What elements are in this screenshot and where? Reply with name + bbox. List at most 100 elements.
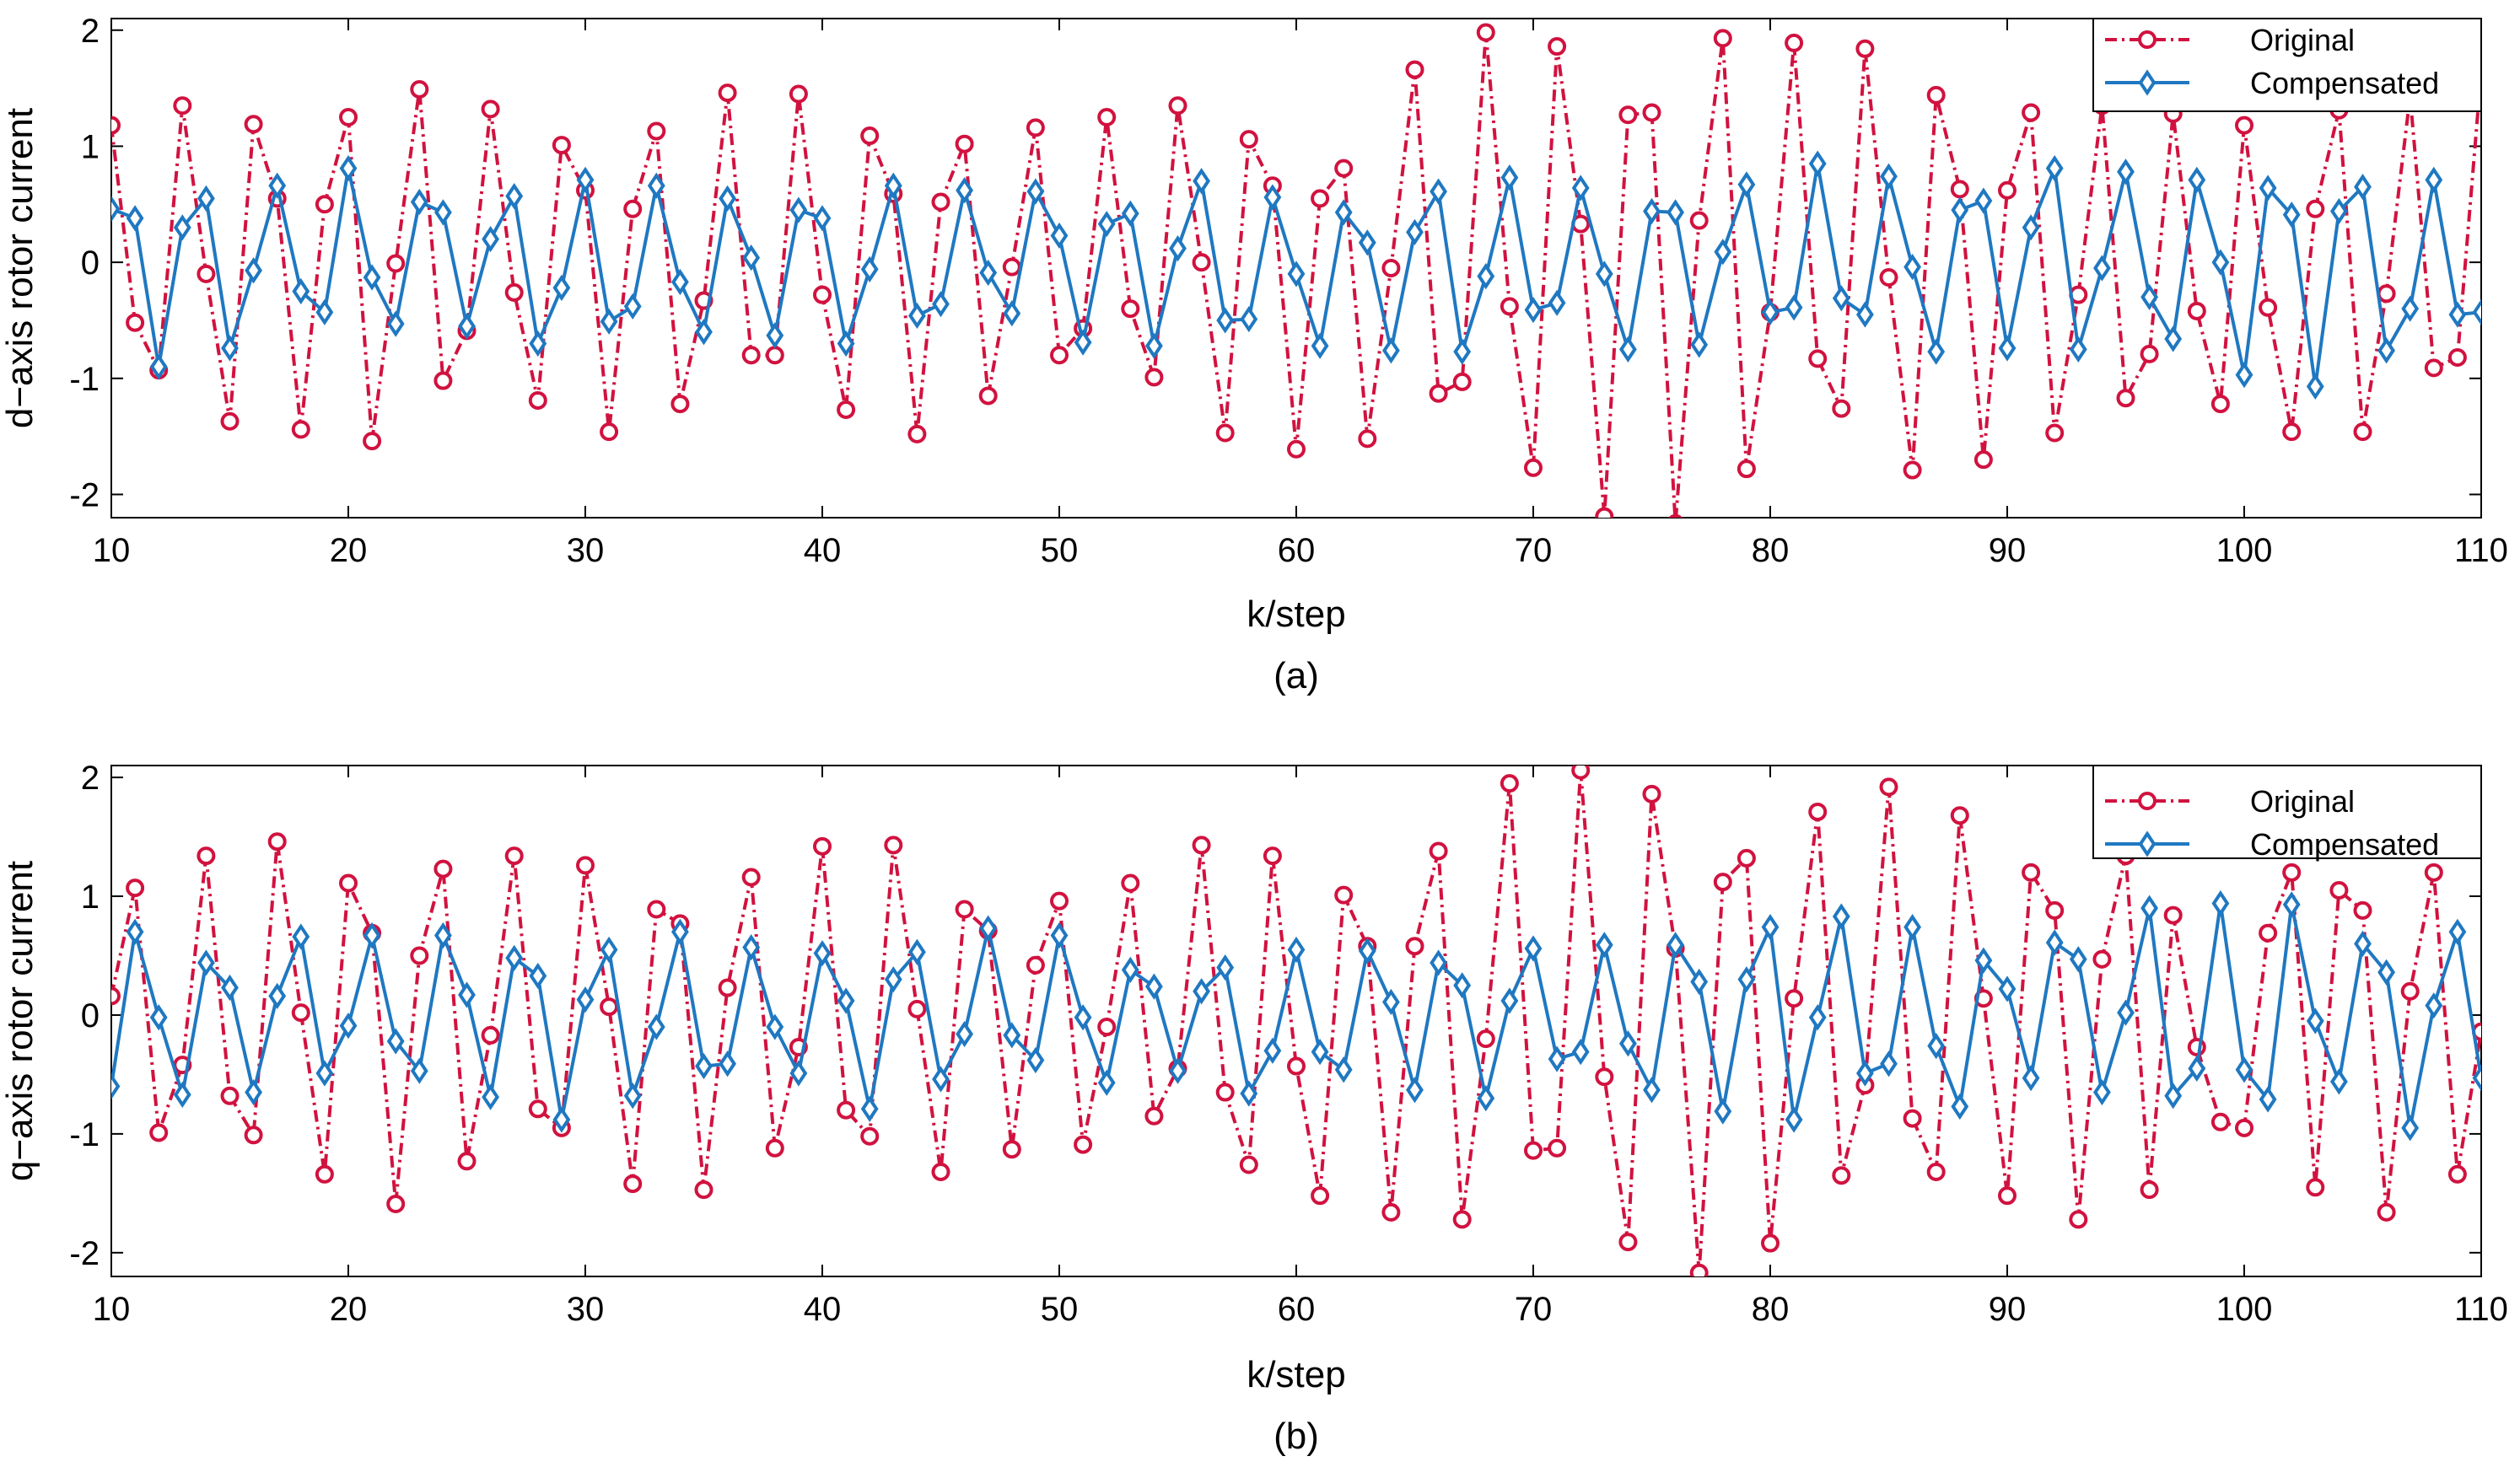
x-tick-label-a: 110 — [2454, 532, 2508, 569]
legend-box-a — [2092, 18, 2482, 112]
original-point — [1903, 1109, 1922, 1128]
compensated-point — [221, 974, 239, 1002]
x-tick-label-b: 100 — [2216, 1291, 2273, 1328]
original-point — [1097, 108, 1117, 127]
compensated-point — [433, 199, 452, 226]
compensated-point — [1453, 972, 1472, 999]
compensated-point — [2282, 202, 2301, 228]
original-point — [907, 424, 927, 443]
x-tick-label-a: 100 — [2216, 532, 2273, 569]
compensated-point — [1003, 300, 1021, 327]
original-point — [1192, 836, 1211, 855]
y-tick-label-b: -2 — [69, 1235, 100, 1272]
original-point — [1855, 39, 1875, 58]
compensated-point — [339, 1013, 358, 1040]
compensated-point — [1216, 954, 1235, 981]
original-point — [2187, 301, 2206, 320]
compensated-point — [1524, 935, 1543, 962]
original-point — [481, 99, 500, 119]
original-point — [765, 1138, 784, 1158]
compensated-point — [111, 1072, 121, 1100]
original-point — [1926, 85, 1946, 105]
compensated-point — [2045, 929, 2064, 956]
compensated-point — [647, 1013, 665, 1040]
original-point — [2210, 395, 2230, 414]
original-point — [457, 1152, 477, 1171]
compensated-point — [1406, 1077, 1424, 1104]
compensated-point — [1477, 263, 1495, 290]
original-point — [220, 411, 240, 431]
compensated-point — [2045, 154, 2064, 182]
legend-original-label-b: Original — [2250, 784, 2355, 819]
series-layer-a — [111, 23, 2481, 518]
compensated-point — [1855, 301, 1874, 328]
original-point — [955, 134, 974, 153]
original-point — [1642, 784, 1661, 803]
compensated-point — [956, 1020, 974, 1048]
original-point — [173, 96, 192, 116]
compensated-point — [860, 1095, 879, 1122]
compensated-point — [884, 172, 902, 199]
compensated-point — [1524, 296, 1543, 324]
original-point — [504, 846, 524, 866]
compensated-point — [2377, 959, 2396, 986]
original-point — [907, 999, 927, 1018]
x-axis-a: 10 20 30 40 50 60 70 80 90 100 110 — [93, 19, 2508, 569]
y-tick-label-b: 2 — [81, 760, 100, 797]
original-point — [884, 836, 903, 855]
original-point — [244, 1126, 263, 1145]
original-point — [2259, 298, 2278, 317]
original-point — [955, 900, 974, 919]
original-point — [1950, 806, 1969, 825]
compensated-point — [576, 986, 595, 1013]
compensated-point — [979, 915, 998, 942]
original-point — [363, 432, 382, 451]
compensated-point — [2092, 255, 2111, 282]
original-point — [647, 900, 666, 919]
original-point — [197, 264, 216, 283]
compensated-point — [1832, 903, 1850, 930]
x-tick-label-b: 10 — [93, 1291, 131, 1328]
original-point — [1548, 1138, 1567, 1158]
y-tick-label-a: 2 — [81, 13, 100, 50]
original-point — [765, 346, 784, 365]
original-point — [1761, 1233, 1780, 1253]
original-point — [339, 873, 358, 893]
x-tick-label-a: 10 — [93, 532, 131, 569]
compensated-point — [505, 944, 524, 971]
compensated-point — [1998, 975, 2017, 1002]
original-point — [2400, 981, 2420, 1001]
original-point — [2092, 949, 2112, 969]
original-point — [1215, 423, 1235, 443]
original-point — [149, 1123, 169, 1142]
original-point — [1144, 368, 1164, 387]
compensated-point — [2306, 1008, 2324, 1034]
original-point — [1050, 891, 1069, 911]
y-tick-label-a: 1 — [81, 128, 100, 165]
compensated-point — [2472, 1065, 2481, 1092]
compensated-point — [1785, 294, 1803, 321]
original-point — [1263, 846, 1282, 866]
x-axis-label-b: k/step — [1247, 1354, 1345, 1395]
original-point — [1026, 955, 1045, 975]
compensated-point — [1430, 949, 1448, 976]
compensated-point — [2188, 166, 2206, 193]
compensated-point — [1618, 336, 1637, 363]
compensated-point — [1193, 978, 1211, 1005]
compensated-point — [552, 1106, 571, 1133]
original-point — [931, 1162, 950, 1181]
original-point — [197, 846, 216, 866]
original-point — [1215, 1083, 1235, 1102]
original-point — [1832, 1166, 1851, 1185]
original-point — [2045, 900, 2065, 920]
compensated-point — [2117, 999, 2135, 1026]
original-point — [126, 313, 145, 332]
compensated-point — [1500, 987, 1519, 1014]
compensated-point — [1951, 196, 1969, 223]
compensated-point — [245, 1078, 263, 1106]
compensated-point — [268, 982, 287, 1010]
compensated-point — [1571, 175, 1590, 202]
compensated-point — [111, 196, 121, 223]
original-point — [1926, 1162, 1946, 1181]
compensated-point — [2164, 325, 2183, 352]
